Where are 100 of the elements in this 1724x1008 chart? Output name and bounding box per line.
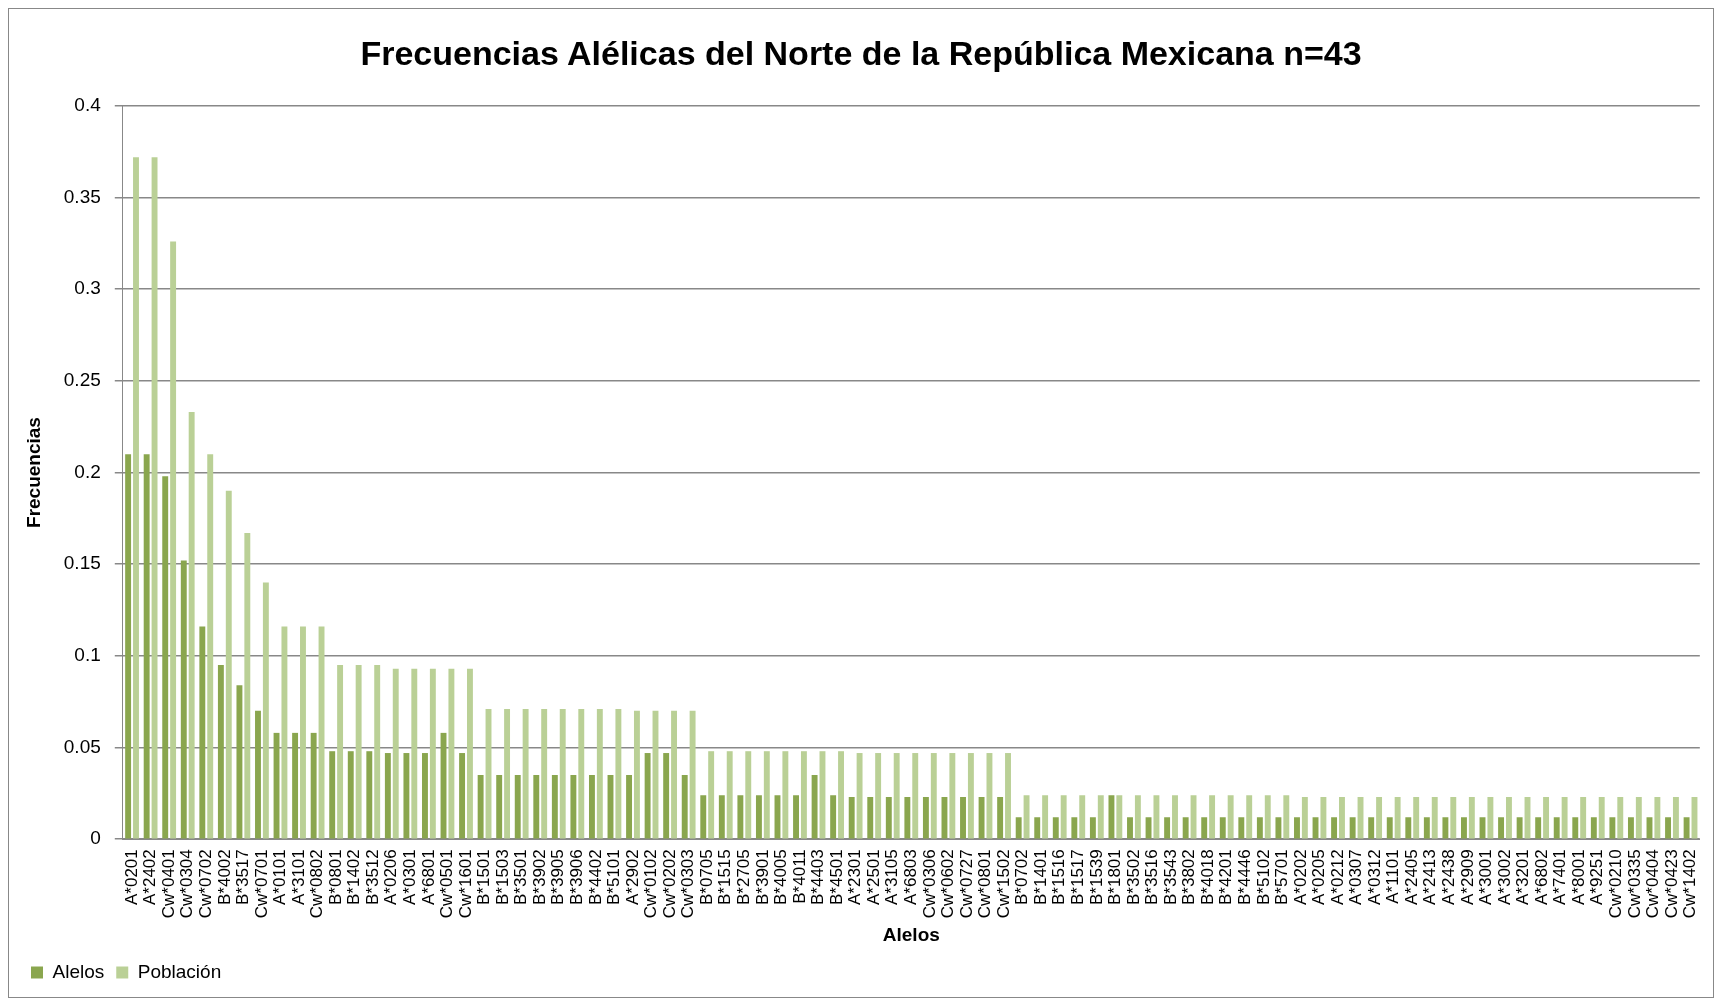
x-tick-label: B*3517 [233,849,253,905]
bar [1209,795,1216,839]
bar [885,797,892,839]
legend-label: Población [137,960,222,982]
x-tick-label: A*6803 [900,849,920,905]
x-tick-label: B*3901 [752,849,772,905]
bar [1516,817,1523,839]
bar [1331,817,1338,839]
bar [533,775,540,839]
x-tick-label: Cw*0501 [437,849,457,919]
bar [262,582,269,839]
bar [1487,797,1494,839]
x-tick-label: B*5102 [1253,849,1273,905]
bar [893,753,900,839]
x-tick-label: A*8001 [1568,849,1588,905]
x-tick-label: B*1517 [1067,849,1087,905]
bar [800,751,807,839]
bar [1015,817,1022,839]
bar [912,753,919,839]
bar [1145,817,1152,839]
x-tick-label: A*2301 [845,849,865,905]
bar [255,710,261,839]
x-axis-title: Alelos [882,923,940,945]
bar [1134,795,1141,839]
bar [1617,797,1624,839]
bar [355,665,362,839]
bar [904,797,911,839]
x-tick-label: A*0312 [1364,849,1384,905]
bar [244,533,251,839]
x-tick-label: Cw*0802 [307,849,327,919]
bar [236,685,243,839]
bar [411,668,418,839]
bar [671,710,677,839]
bar [1505,797,1512,839]
x-tick-label: Cw*1402 [1680,849,1700,919]
x-tick-label: A*1101 [1383,849,1403,904]
x-tick-label: A*2501 [863,849,883,905]
bar [1654,797,1661,839]
bar [329,751,336,839]
bar [162,476,169,839]
bar [848,797,855,839]
bar [422,753,428,839]
x-tick-label: B*3501 [511,849,531,905]
bar [1246,795,1253,839]
bar [1005,753,1011,839]
bar [1468,797,1475,839]
bar [1339,797,1345,839]
x-tick-label: Cw*0306 [919,849,939,919]
bar [1442,817,1449,839]
bar [504,709,511,839]
bar [1060,795,1067,839]
y-tick-label: 0.15 [63,552,101,574]
x-tick-label: B*3906 [567,849,587,905]
bar [867,797,874,839]
bar [300,626,306,839]
bar [541,709,548,839]
bar [448,668,455,839]
x-tick-label: B*1801 [1105,849,1125,905]
legend-label: Alelos [52,960,105,982]
x-tick-label: A*0201 [121,849,141,905]
chart-title: Frecuencias Alélicas del Norte de la República Mexicana n=43 [360,33,1362,72]
y-tick-label: 0 [90,827,101,849]
bar [1376,797,1383,839]
x-tick-label: A*0212 [1327,849,1347,905]
bar [1665,817,1671,839]
bar [133,157,139,839]
x-tick-label: A*3001 [1476,849,1496,905]
bar [978,797,985,839]
bar [374,665,381,839]
x-tick-label: B*2705 [734,849,754,905]
x-tick-label: B*3543 [1160,849,1180,905]
bar [522,709,529,839]
bar [1450,797,1457,839]
bar [949,753,956,839]
bar [1219,817,1226,839]
x-tick-label: Cw*0801 [975,849,995,919]
bar [1320,797,1327,839]
bar [875,753,882,839]
y-tick-label: 0.4 [74,94,102,116]
bar [384,753,391,839]
x-tick-label: A*2909 [1457,849,1477,905]
x-tick-label: Cw*0202 [659,849,679,919]
bar [429,668,436,839]
bar [1079,795,1086,839]
bar [663,753,670,839]
bar [337,665,344,839]
bar [1386,817,1393,839]
y-axis-title: Frecuencias [22,417,44,528]
bar [763,751,770,839]
x-tick-label: B*1402 [344,849,364,905]
bar [830,795,837,839]
y-tick-label: 0.2 [74,460,101,482]
x-tick-label: Cw*0304 [177,849,197,919]
bar [755,795,762,839]
x-tick-label: B*3502 [1123,849,1143,905]
bar [1052,817,1059,839]
x-tick-label: A*3002 [1494,849,1514,905]
bar [1227,795,1234,839]
bar [477,775,484,839]
bar [726,751,733,839]
